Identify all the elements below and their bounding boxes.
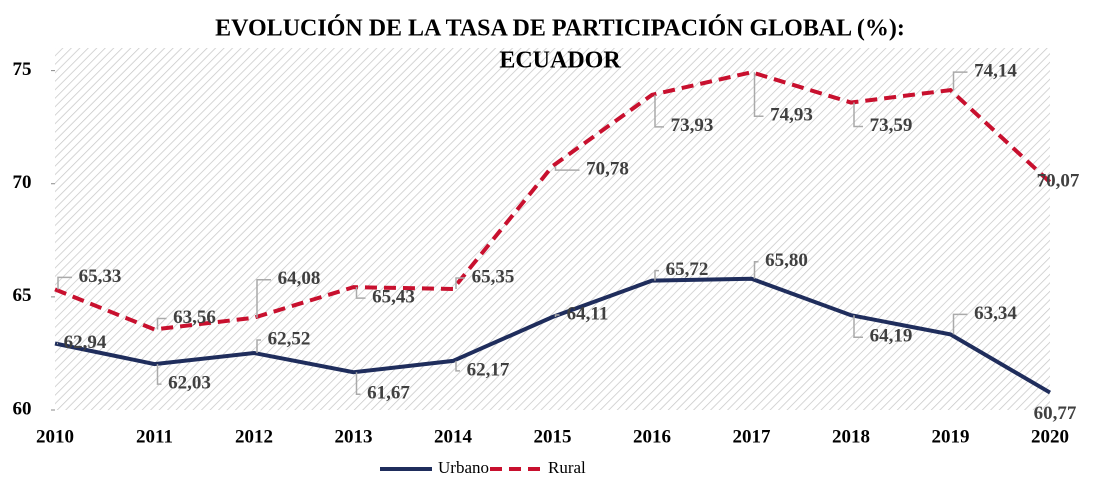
chart-title: EVOLUCIÓN DE LA TASA DE PARTICIPACIÓN GL…: [215, 15, 905, 42]
leader-line: [554, 314, 560, 318]
leader-line: [853, 315, 863, 338]
data-label: 62,94: [64, 332, 107, 353]
legend-label: Urbano: [438, 458, 489, 477]
x-tick-label: 2014: [434, 426, 473, 447]
x-tick-label: 2010: [36, 426, 74, 447]
data-label: 63,34: [974, 303, 1017, 324]
x-tick-label: 2016: [633, 426, 671, 447]
leader-line: [455, 277, 465, 289]
data-label: 62,52: [268, 328, 311, 349]
data-label: 62,03: [168, 372, 211, 393]
y-tick-label: 60: [13, 398, 32, 419]
leader-line: [57, 276, 72, 290]
leader-line: [952, 313, 968, 335]
x-tick-label: 2012: [235, 426, 273, 447]
x-tick-label: 2019: [932, 426, 970, 447]
plot-area: [55, 48, 1050, 410]
y-tick-label: 70: [13, 172, 32, 193]
x-tick-label: 2013: [335, 426, 373, 447]
data-label: 65,35: [472, 266, 515, 287]
y-tick-label: 65: [13, 285, 32, 306]
data-label: 64,08: [278, 268, 321, 289]
leader-line: [256, 339, 261, 353]
data-label: 64,19: [870, 326, 913, 347]
leader-line: [355, 372, 361, 395]
x-tick-label: 2018: [832, 426, 870, 447]
leader-line: [355, 287, 366, 299]
x-tick-label: 2017: [733, 426, 772, 447]
leader-line: [156, 364, 162, 385]
data-label: 65,43: [372, 287, 415, 308]
leader-line: [753, 72, 764, 117]
data-label: 64,11: [567, 303, 609, 324]
data-label: 70,78: [586, 158, 629, 179]
data-label: 61,67: [367, 383, 410, 404]
data-label: 74,93: [770, 105, 813, 126]
y-tick-label: 75: [13, 59, 32, 80]
data-label: 60,77: [1034, 403, 1077, 424]
series-line: [54, 70, 1052, 332]
x-tick-label: 2020: [1031, 426, 1069, 447]
legend-label: Rural: [548, 458, 586, 477]
data-label: 62,17: [467, 359, 510, 380]
leader-line: [753, 261, 759, 279]
data-label: 74,14: [974, 60, 1017, 81]
data-label: 65,72: [666, 259, 709, 280]
leader-line: [554, 166, 580, 171]
x-tick-label: 2015: [534, 426, 572, 447]
chart-title: ECUADOR: [499, 48, 621, 74]
leader-line: [654, 269, 659, 281]
series-line: [54, 276, 1052, 395]
data-label: 63,56: [173, 307, 216, 328]
leader-line: [654, 94, 664, 128]
leader-line: [256, 278, 271, 318]
leader-line: [156, 317, 167, 330]
leader-line: [853, 102, 863, 128]
leader-line: [455, 360, 460, 372]
data-label: 65,33: [79, 266, 122, 287]
data-label: 70,07: [1037, 171, 1080, 192]
data-label: 73,93: [671, 115, 714, 136]
x-tick-label: 2011: [136, 426, 173, 447]
leader-line: [952, 71, 968, 91]
data-label: 73,59: [870, 115, 913, 136]
data-label: 65,80: [765, 250, 808, 271]
